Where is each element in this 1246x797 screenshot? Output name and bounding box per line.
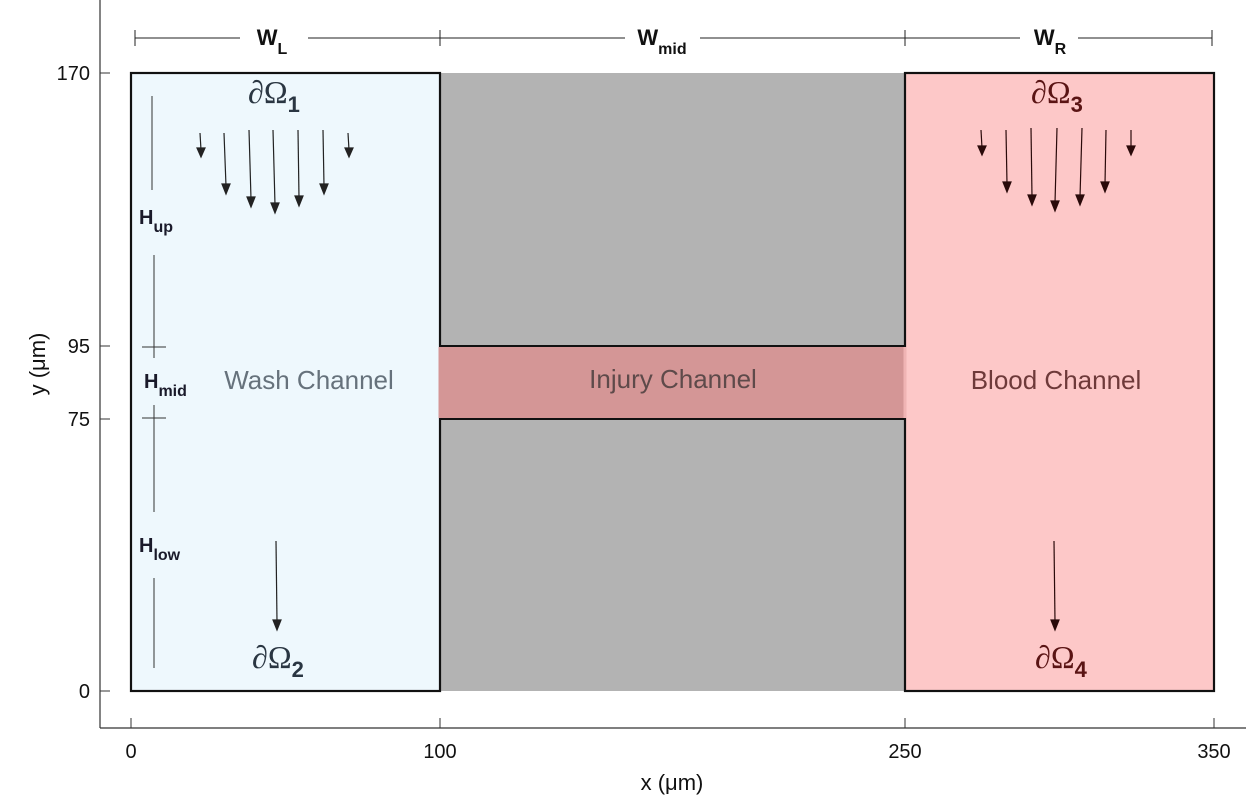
boundary-1-label: ∂Ω1	[248, 74, 300, 117]
y-tick-label: 170	[57, 63, 90, 85]
x-tick-label: 0	[125, 741, 136, 763]
injury-channel	[440, 346, 905, 419]
blood-channel	[903, 71, 1216, 693]
blood-channel-label: Blood Channel	[971, 365, 1142, 395]
h-mid-label: Hmid	[144, 371, 187, 400]
y-tick-label: 95	[68, 336, 90, 358]
x-tick-label: 250	[888, 741, 921, 763]
w-mid-label: Wmid	[637, 25, 686, 58]
x-tick-label: 100	[423, 741, 456, 763]
wash-channel-label: Wash Channel	[224, 365, 394, 395]
h-low-label: Hlow	[139, 535, 181, 564]
y-tick-label: 75	[68, 409, 90, 431]
blood-inflow-arrows	[977, 127, 1136, 632]
width-dimension-lines	[134, 30, 1213, 46]
injury-channel-label: Injury Channel	[589, 364, 757, 394]
y-tick-label: 0	[79, 681, 90, 703]
boundary-2-label: ∂Ω2	[252, 639, 304, 682]
boundary-3-label: ∂Ω3	[1031, 74, 1083, 117]
wash-channel	[129, 71, 442, 693]
boundary-4-label: ∂Ω4	[1035, 639, 1088, 682]
w-right-label: WR	[1034, 25, 1067, 58]
x-tick-label: 350	[1197, 741, 1230, 763]
h-up-label: Hup	[139, 207, 173, 236]
x-axis-label: x (μm)	[641, 770, 704, 795]
y-axis-label: y (μm)	[25, 333, 50, 396]
w-left-label: WL	[257, 25, 288, 58]
wash-inflow-arrows	[196, 129, 354, 632]
height-dimension-lines	[142, 96, 166, 668]
